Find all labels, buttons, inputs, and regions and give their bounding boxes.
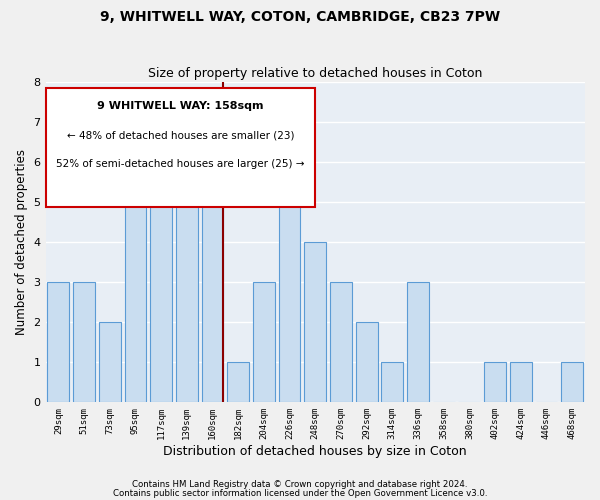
Bar (47, 282, 70, 402)
Bar (356, 322, 377, 402)
Text: ← 48% of detached houses are smaller (23): ← 48% of detached houses are smaller (23… (67, 130, 294, 140)
Text: 9 WHITWELL WAY: 158sqm: 9 WHITWELL WAY: 158sqm (97, 101, 263, 111)
X-axis label: Distribution of detached houses by size in Coton: Distribution of detached houses by size … (163, 444, 467, 458)
Bar (99, 322, 121, 402)
Bar (510, 362, 532, 402)
Text: Contains HM Land Registry data © Crown copyright and database right 2024.: Contains HM Land Registry data © Crown c… (132, 480, 468, 489)
Bar (382, 362, 403, 402)
Text: 52% of semi-detached houses are larger (25) →: 52% of semi-detached houses are larger (… (56, 159, 305, 169)
Bar (227, 362, 249, 402)
Y-axis label: Number of detached properties: Number of detached properties (15, 149, 28, 335)
Bar (330, 282, 352, 402)
Bar (278, 202, 301, 402)
FancyBboxPatch shape (46, 88, 315, 207)
Text: 9, WHITWELL WAY, COTON, CAMBRIDGE, CB23 7PW: 9, WHITWELL WAY, COTON, CAMBRIDGE, CB23 … (100, 10, 500, 24)
Bar (407, 282, 429, 402)
Bar (73, 282, 95, 402)
Bar (304, 242, 326, 402)
Text: Contains public sector information licensed under the Open Government Licence v3: Contains public sector information licen… (113, 489, 487, 498)
Bar (253, 282, 275, 402)
Bar (176, 162, 198, 402)
Bar (150, 162, 172, 402)
Bar (484, 362, 506, 402)
Bar (125, 162, 146, 402)
Title: Size of property relative to detached houses in Coton: Size of property relative to detached ho… (148, 66, 482, 80)
Bar (561, 362, 583, 402)
Bar (202, 122, 223, 402)
